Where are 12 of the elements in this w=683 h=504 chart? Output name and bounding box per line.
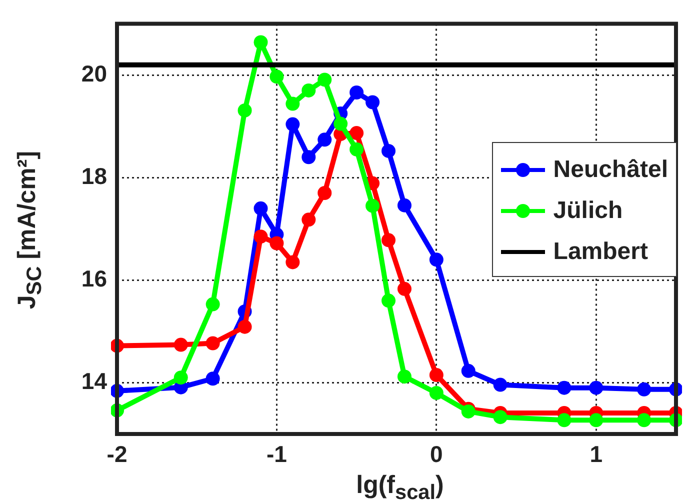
- x-tick-label: -2: [106, 441, 128, 468]
- y-tick-label: 16: [81, 266, 107, 292]
- legend-label: Lambert: [553, 238, 648, 266]
- legend-label: Jülich: [553, 196, 623, 224]
- legend-label: Neuchâtel: [553, 156, 668, 184]
- x-tick-label: 1: [590, 441, 603, 468]
- y-tick-label: 20: [81, 60, 107, 86]
- x-tick-label: -1: [266, 441, 288, 468]
- x-tick-label: 0: [430, 441, 443, 468]
- x-axis-title: lg(f$_{scal}$): [356, 471, 444, 504]
- y-tick-label: 14: [81, 368, 108, 394]
- y-tick-label: 18: [81, 162, 108, 189]
